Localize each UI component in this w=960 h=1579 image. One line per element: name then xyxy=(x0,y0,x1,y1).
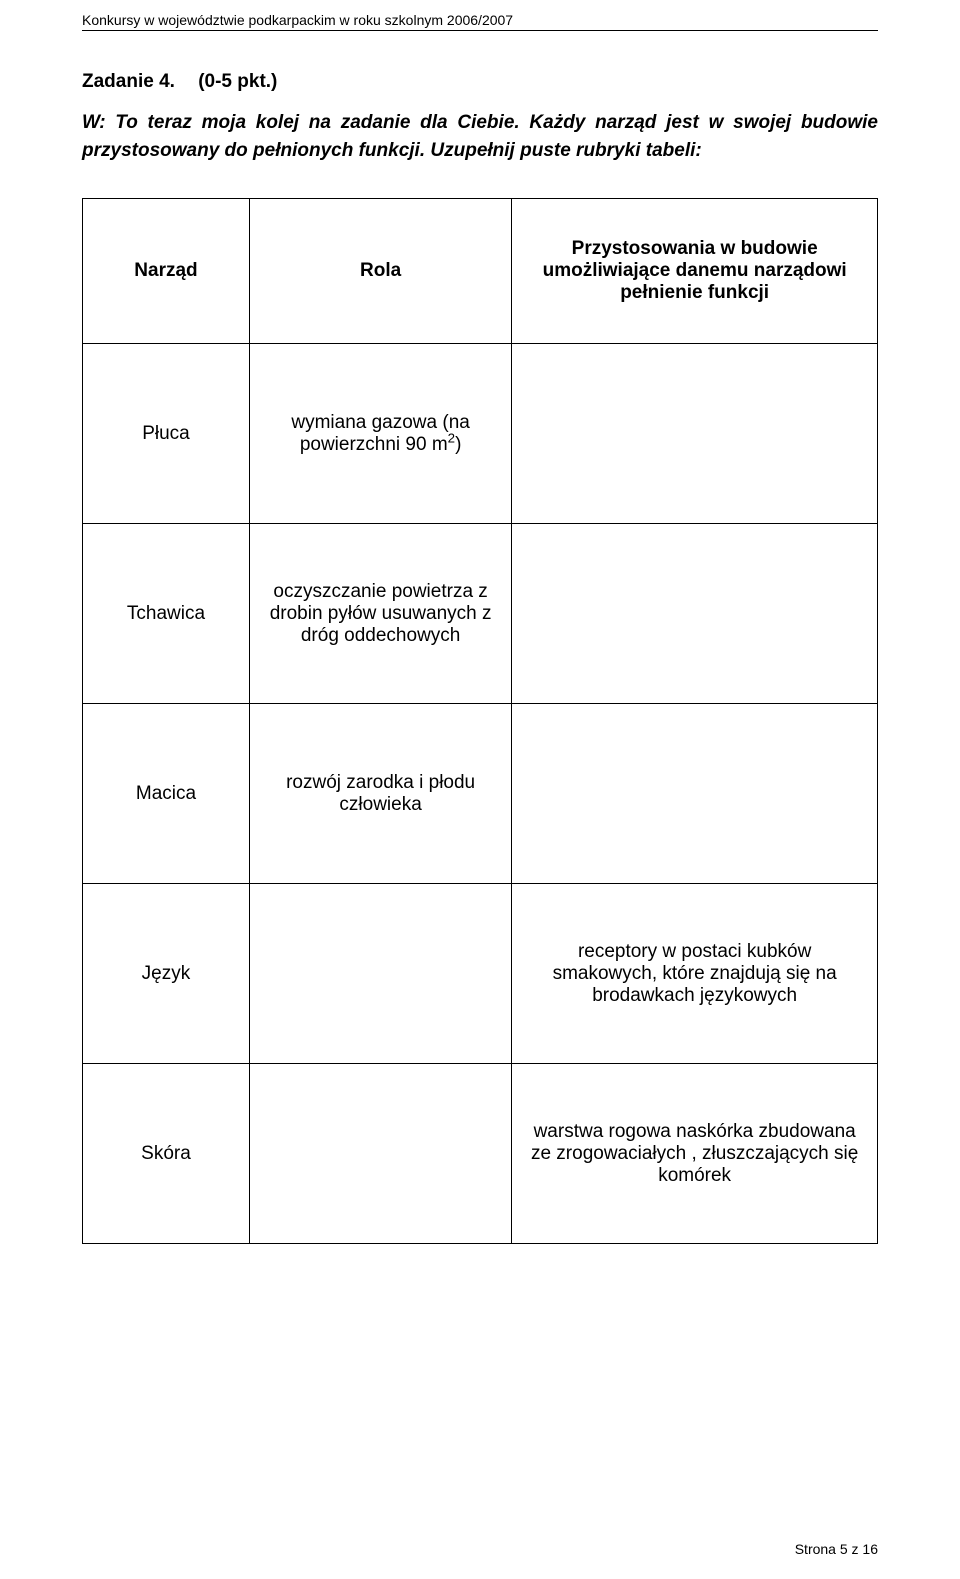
divider-top xyxy=(82,30,878,31)
cell-rola: wymiana gazowa (na powierzchni 90 m2) xyxy=(249,344,511,524)
cell-rola: oczyszczanie powietrza z drobin pyłów us… xyxy=(249,524,511,704)
cell-przyst xyxy=(512,524,878,704)
table-row: Język receptory w postaci kubków smakowy… xyxy=(83,884,878,1064)
cell-rola: rozwój zarodka i płodu człowieka xyxy=(249,704,511,884)
cell-rola xyxy=(249,884,511,1064)
th-rola: Rola xyxy=(249,199,511,344)
task-body: W: To teraz moja kolej na zadanie dla Ci… xyxy=(82,109,878,164)
table-row: Macica rozwój zarodka i płodu człowieka xyxy=(83,704,878,884)
page-number: Strona 5 z 16 xyxy=(795,1541,878,1557)
cell-narzad: Płuca xyxy=(83,344,250,524)
th-przystosowania: Przystosowania w budowie umożliwiające d… xyxy=(512,199,878,344)
table-row: Skóra warstwa rogowa naskórka zbudowana … xyxy=(83,1064,878,1244)
table-row: Płuca wymiana gazowa (na powierzchni 90 … xyxy=(83,344,878,524)
cell-rola xyxy=(249,1064,511,1244)
cell-rola-sup: 2 xyxy=(448,430,455,445)
cell-przyst: warstwa rogowa naskórka zbudowana ze zro… xyxy=(512,1064,878,1244)
cell-przyst xyxy=(512,704,878,884)
table-header-row: Narząd Rola Przystosowania w budowie umo… xyxy=(83,199,878,344)
cell-przyst xyxy=(512,344,878,524)
cell-narzad: Skóra xyxy=(83,1064,250,1244)
main-table: Narząd Rola Przystosowania w budowie umo… xyxy=(82,198,878,1244)
task-heading: Zadanie 4. (0-5 pkt.) xyxy=(82,71,878,93)
cell-przyst: receptory w postaci kubków smakowych, kt… xyxy=(512,884,878,1064)
cell-narzad: Tchawica xyxy=(83,524,250,704)
task-points: (0-5 pkt.) xyxy=(198,71,277,92)
cell-rola-text: wymiana gazowa (na powierzchni 90 m xyxy=(291,412,469,455)
table-row: Tchawica oczyszczanie powietrza z drobin… xyxy=(83,524,878,704)
th-narzad: Narząd xyxy=(83,199,250,344)
task-label: Zadanie 4. xyxy=(82,71,175,92)
cell-rola-post: ) xyxy=(455,434,461,455)
cell-narzad: Macica xyxy=(83,704,250,884)
page: Konkursy w województwie podkarpackim w r… xyxy=(0,0,960,1579)
running-head: Konkursy w województwie podkarpackim w r… xyxy=(82,12,878,28)
cell-narzad: Język xyxy=(83,884,250,1064)
